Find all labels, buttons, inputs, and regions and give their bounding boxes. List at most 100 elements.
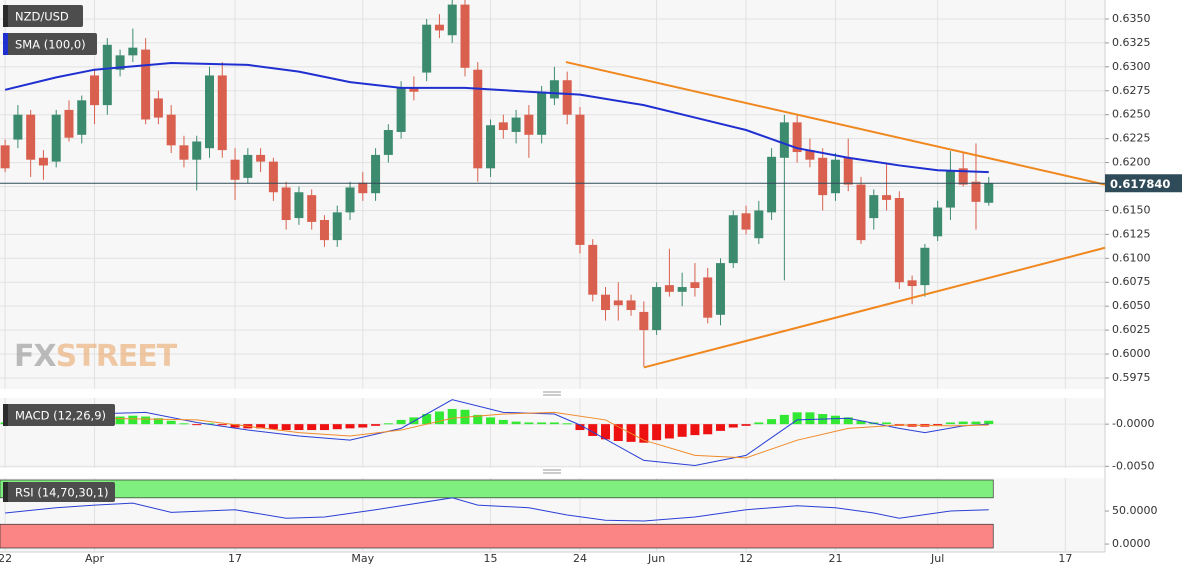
histogram-bar <box>690 424 700 436</box>
x-tick-label: 12 <box>739 552 753 565</box>
candle-body <box>281 187 291 221</box>
line <box>4 61 989 174</box>
legend-sma: SMA (100,0) <box>15 38 86 52</box>
candle-body <box>869 195 879 219</box>
histogram-bar <box>268 424 278 430</box>
watermark-fx: FX <box>14 339 56 374</box>
candle-body <box>268 161 278 193</box>
histogram-bar <box>830 415 840 425</box>
last-price-box <box>1105 174 1182 193</box>
candle-body <box>830 159 840 194</box>
histogram-bar <box>345 424 355 429</box>
histogram-bar <box>422 414 432 425</box>
candle-body <box>192 141 202 160</box>
marks <box>0 0 1106 522</box>
histogram-bar <box>153 418 163 425</box>
candle-body <box>447 4 457 36</box>
histogram-bar <box>396 419 406 425</box>
histogram-bar <box>664 424 674 439</box>
candle-body <box>805 150 815 160</box>
histogram-bar <box>728 424 738 428</box>
legend-swatch <box>3 33 8 55</box>
candle-body <box>626 300 636 311</box>
x-tick-label: 22 <box>0 552 12 565</box>
y-tick-label: 0.6125 <box>1112 227 1151 240</box>
histogram-bar <box>613 424 623 442</box>
rsi-title: RSI (14,70,30,1) <box>15 486 109 500</box>
candle-body <box>677 287 687 292</box>
histogram-bar <box>383 423 393 425</box>
histogram-bar <box>562 423 572 425</box>
candle-body <box>205 75 215 149</box>
histogram-bar <box>767 419 777 425</box>
y-tick-label: 0.6350 <box>1112 12 1151 25</box>
candle-body <box>243 154 253 178</box>
histogram-bar <box>179 423 189 425</box>
histogram-bar <box>639 424 649 443</box>
candle-body <box>792 122 802 153</box>
grid <box>0 0 1105 552</box>
candle-body <box>601 294 611 311</box>
y-tick-label: 50.0000 <box>1112 504 1158 517</box>
y-tick-label: 0.6250 <box>1112 108 1151 121</box>
histogram-bar <box>945 422 955 425</box>
histogram-bar <box>575 424 585 431</box>
candle-body <box>153 98 163 118</box>
legend-title: NZD/USD <box>15 10 69 24</box>
candle-body <box>779 122 789 158</box>
candle-body <box>664 285 674 292</box>
price-panel <box>0 0 1105 389</box>
histogram-bar <box>805 412 815 425</box>
y-tick-label: 0.6100 <box>1112 251 1151 264</box>
candle-body <box>179 145 189 160</box>
histogram-bar <box>115 416 125 425</box>
candle-body <box>907 280 917 287</box>
panel-separator <box>543 391 561 474</box>
candle-body <box>549 80 559 99</box>
candle-body <box>64 109 74 138</box>
candle-body <box>77 100 87 135</box>
candle-body <box>818 157 828 196</box>
candle-body <box>882 195 892 200</box>
x-tick-label: Jun <box>647 552 665 565</box>
histogram-bar <box>652 424 662 441</box>
y-tick-label: 0.6050 <box>1112 299 1151 312</box>
histogram-bar <box>319 424 329 431</box>
legend-box <box>3 5 83 27</box>
candle-body <box>230 159 240 180</box>
y-tick-label: 0.0000 <box>1112 537 1151 550</box>
candle-body <box>115 55 125 70</box>
histogram-bar <box>192 424 202 426</box>
histogram-bar <box>984 420 994 425</box>
histogram-bar <box>358 424 368 428</box>
histogram-bar <box>882 422 892 425</box>
candle-body <box>652 287 662 331</box>
line <box>565 61 1106 186</box>
candle-body <box>383 130 393 155</box>
y-tick-label: -0.0050 <box>1112 459 1154 472</box>
line <box>5 411 989 459</box>
candle-body <box>102 44 112 106</box>
y-tick-label: 0.6200 <box>1112 156 1151 169</box>
legend: NZD/USD SMA (100,0) MACD (12,26,9) RSI (… <box>3 5 115 502</box>
candle-body <box>90 75 100 106</box>
oversold-band <box>0 523 994 549</box>
candle-body <box>422 24 432 73</box>
histogram-bar <box>307 424 317 431</box>
candle-body <box>319 220 329 241</box>
line <box>5 399 989 466</box>
y-tick-label: 0.6225 <box>1112 132 1151 145</box>
histogram-bar <box>601 424 611 440</box>
candle-body <box>575 114 585 245</box>
histogram-bar <box>217 424 227 426</box>
candle-body <box>358 182 368 194</box>
candle-body <box>0 145 10 169</box>
x-tick-label: 17 <box>1058 552 1072 565</box>
y-tick-label: 0.5975 <box>1112 371 1151 384</box>
histogram-bar <box>537 422 547 425</box>
candle-body <box>703 277 713 318</box>
candle-body <box>409 87 419 92</box>
histogram-bar <box>166 420 176 425</box>
candle-body <box>971 181 981 202</box>
